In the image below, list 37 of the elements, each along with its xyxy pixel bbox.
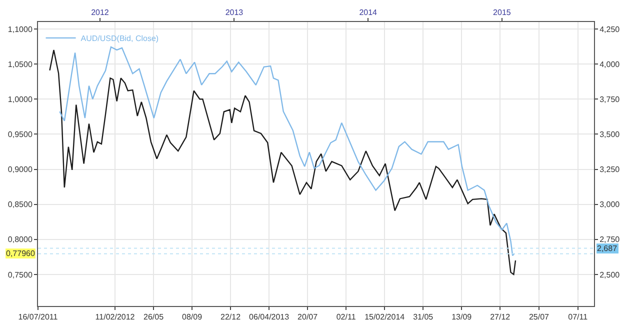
- x-tick-label: 26/05: [144, 312, 164, 322]
- x-tick-label: 27/12: [490, 312, 511, 322]
- y-tick-label: 0,9500: [8, 130, 33, 139]
- x-tick-label: 02/11: [336, 312, 356, 322]
- x-tick-label: 15/02/2014: [364, 312, 406, 322]
- x-tick-label: 06/04/2013: [249, 312, 290, 322]
- x-tick-label: 08/09: [182, 312, 203, 322]
- x2-tick-label: 2015: [493, 8, 512, 17]
- y2-tick-label: 3,250: [600, 165, 620, 174]
- y-tick-label: 1,1000: [8, 24, 33, 34]
- y2-tick-label: 3,500: [600, 130, 620, 139]
- x-tick-label: 31/05: [413, 312, 434, 322]
- ref-line-label: 2,687: [597, 244, 618, 253]
- x-tick-label: 25/07: [528, 312, 550, 322]
- y2-tick-label: 3,000: [600, 200, 620, 210]
- y2-tick-label: 4,250: [600, 24, 620, 34]
- y2-tick-label: 4,000: [600, 60, 620, 69]
- x-tick-label: 13/09: [452, 312, 472, 322]
- y-tick-label: 0,7500: [8, 270, 33, 280]
- x2-tick-label: 2013: [225, 8, 244, 17]
- x2-tick-label: 2012: [91, 8, 110, 17]
- y2-tick-label: 3,750: [600, 94, 620, 104]
- x-tick-label: 20/07: [298, 312, 318, 322]
- y-tick-label: 1,0500: [8, 60, 33, 69]
- x-tick-label: 11/02/2012: [95, 312, 136, 322]
- x-tick-label: 22/12: [220, 312, 242, 322]
- x2-tick-label: 2014: [359, 8, 378, 17]
- x-tick-label: 16/07/2011: [18, 312, 58, 322]
- x-tick-label: 07/11: [568, 312, 588, 322]
- y-tick-label: 1,0000: [8, 94, 33, 104]
- y-tick-label: 0,8500: [8, 200, 33, 210]
- y2-tick-label: 2,750: [600, 235, 620, 244]
- legend-label: AUD/USD(Bid, Close): [80, 34, 159, 44]
- y-tick-label: 0,8000: [8, 235, 33, 244]
- y-tick-label: 0,9000: [8, 165, 33, 174]
- y2-tick-label: 2,500: [600, 270, 620, 280]
- ref-line-label: 0,77960: [6, 249, 36, 258]
